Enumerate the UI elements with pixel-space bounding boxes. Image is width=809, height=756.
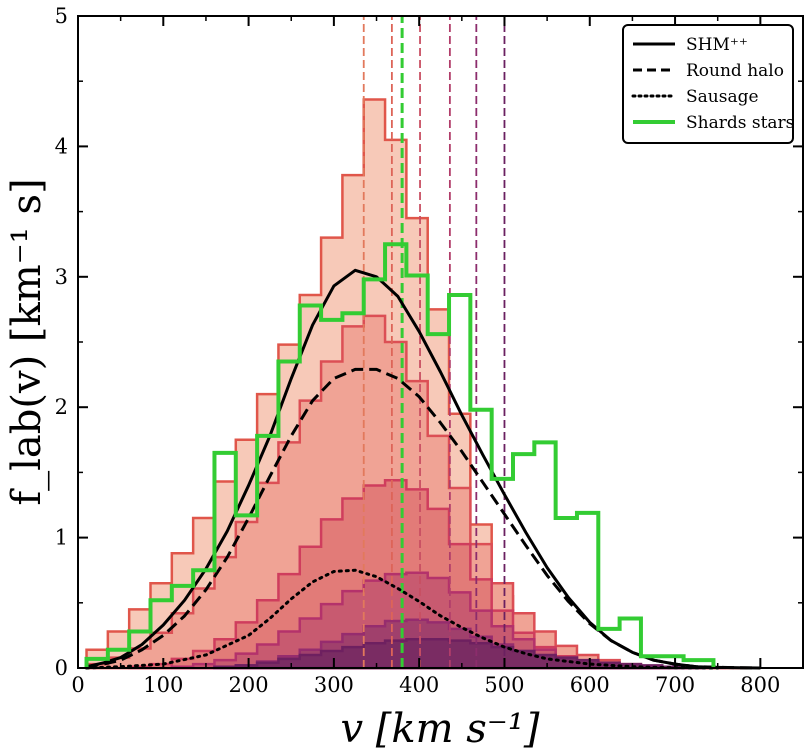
shards-stars-histogram xyxy=(84,242,716,668)
y-tick-label: 0 xyxy=(55,656,68,680)
x-tick-label: 700 xyxy=(655,673,695,697)
legend: SHM⁺⁺ Round halo Sausage Shards stars xyxy=(622,24,794,144)
sausage-curve xyxy=(85,568,720,670)
stream-histogram-6 xyxy=(213,638,705,670)
y-tick-label: 1 xyxy=(55,526,68,550)
y-tick-label: 5 xyxy=(55,4,68,28)
x-tick-label: 200 xyxy=(229,673,269,697)
y-tick-label: 4 xyxy=(55,134,68,158)
axis-ticks: 0 100 200 300 400 500 600 700 800 0 1 2 3 4 5 xyxy=(55,4,804,697)
mean-velocity-markers xyxy=(362,16,506,668)
legend-box xyxy=(622,24,794,144)
x-tick-label: 300 xyxy=(314,673,354,697)
legend-label-3: Sausage xyxy=(686,87,759,107)
y-tick-label: 2 xyxy=(55,395,68,419)
legend-label-1: SHM⁺⁺ xyxy=(686,35,748,55)
legend-label-4: Shards stars xyxy=(686,113,794,133)
x-tick-label: 0 xyxy=(71,673,84,697)
stream-histograms xyxy=(85,98,748,670)
shards-stars-step xyxy=(84,242,716,668)
y-axis-title: f_lab(v) [km⁻¹ s] xyxy=(4,178,50,505)
x-tick-label: 500 xyxy=(484,673,524,697)
x-tick-label: 800 xyxy=(740,673,780,697)
x-tick-label: 600 xyxy=(570,673,610,697)
x-tick-label: 400 xyxy=(399,673,439,697)
x-axis-title: v [km s⁻¹] xyxy=(340,706,539,752)
round-curve xyxy=(86,367,761,670)
legend-label-2: Round halo xyxy=(686,61,784,81)
x-tick-label: 100 xyxy=(143,673,183,697)
y-tick-label: 3 xyxy=(55,265,68,289)
